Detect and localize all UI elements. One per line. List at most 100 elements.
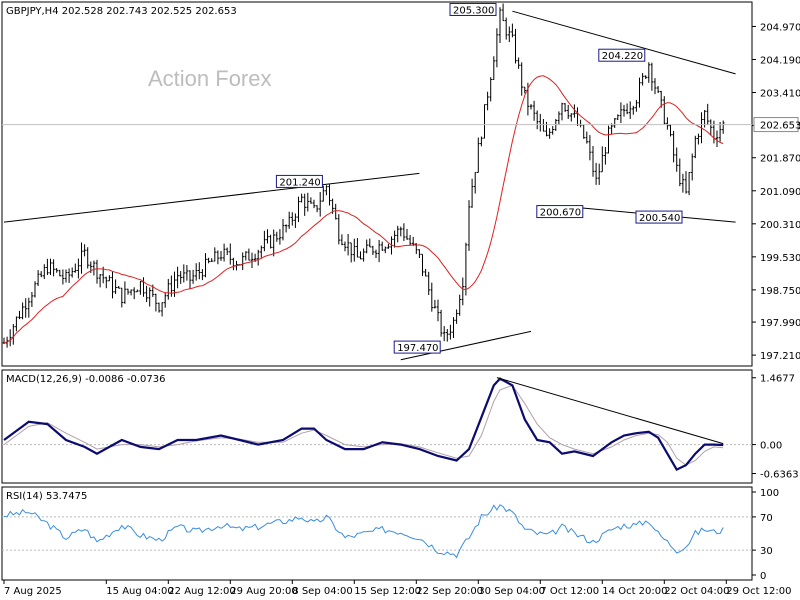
ohlc-bar: [117, 285, 120, 289]
ohlc-bar: [36, 270, 40, 286]
price-annotation: 200.540: [635, 210, 683, 224]
time-tick-label: 30 Sep 04:00: [478, 586, 545, 597]
ohlc-bar: [486, 91, 489, 111]
ohlc-bar: [306, 192, 310, 212]
ohlc-bar: [517, 57, 520, 69]
ohlc-bar: [126, 288, 130, 295]
ohlc-bar: [188, 270, 192, 290]
ohlc-bar: [467, 200, 471, 251]
ohlc-bar: [390, 236, 393, 255]
ohlc-bar: [529, 104, 533, 110]
ohlc-bar: [597, 163, 601, 185]
ohlc-bar: [92, 260, 96, 276]
ohlc-bar: [718, 121, 722, 142]
ohlc-bar: [114, 279, 117, 294]
ohlc-bar: [194, 263, 198, 281]
ohlc-bar: [129, 289, 133, 296]
current-price-box: [753, 117, 799, 133]
price-tick-label: 204.970: [760, 22, 800, 33]
ohlc-bar: [362, 248, 365, 262]
ohlc-bar: [86, 247, 89, 269]
ohlc-bar: [284, 224, 288, 233]
ohlc-bar: [625, 103, 629, 115]
ohlc-bar: [607, 125, 610, 154]
ohlc-bar: [176, 266, 179, 289]
ohlc-bar: [455, 309, 458, 324]
ohlc-bar: [672, 130, 675, 163]
ohlc-bar: [489, 77, 492, 102]
ohlc-bar: [95, 259, 99, 284]
ohlc-bar: [573, 104, 576, 118]
time-tick-label: 15 Sep 12:00: [354, 586, 421, 597]
ohlc-bar: [55, 268, 58, 273]
rsi-tick-label: 70: [760, 513, 773, 524]
ohlc-bar: [452, 317, 455, 339]
ohlc-bar: [108, 275, 111, 282]
ohlc-bar: [604, 146, 607, 165]
ohlc-bar: [244, 251, 248, 261]
ohlc-bar: [229, 243, 232, 265]
ohlc-bar: [198, 262, 201, 280]
macd-tick-label: 0.00: [760, 441, 782, 452]
price-tick-label: 198.750: [760, 286, 800, 297]
axis-layer: 204.970204.190203.410202.630201.870201.0…: [3, 22, 800, 597]
ohlc-bar: [483, 104, 486, 139]
ohlc-bar: [585, 131, 589, 144]
ohlc-bar: [58, 269, 62, 277]
ohlc-bar: [278, 229, 282, 245]
annotation-label: 200.670: [540, 208, 581, 219]
annotation-box: [598, 48, 646, 62]
ohlc-bar: [281, 218, 285, 241]
price-trendline: [512, 10, 736, 75]
rsi-layer: [2, 504, 752, 559]
ohlc-bar: [167, 278, 170, 300]
ohlc-bar: [154, 293, 158, 312]
ohlc-bar: [570, 113, 573, 122]
ohlc-bar: [563, 103, 567, 112]
ohlc-bar: [421, 253, 424, 277]
ohlc-bar: [256, 249, 260, 266]
ohlc-bar: [46, 258, 49, 276]
ohlc-bar: [669, 124, 672, 137]
ohlc-bar: [594, 162, 598, 185]
ohlc-bar: [30, 291, 34, 307]
ohlc-bar: [216, 250, 220, 265]
ohlc-bar: [446, 328, 449, 342]
annotation-box: [635, 210, 683, 224]
ohlc-bar: [64, 269, 68, 283]
ohlc-bar: [439, 309, 443, 337]
ohlc-bar: [461, 277, 465, 306]
ohlc-bar: [480, 136, 483, 147]
ohlc-bar: [83, 244, 86, 257]
ohlc-bar: [272, 229, 275, 257]
ohlc-bar: [287, 211, 291, 229]
current-price-label: 202.653: [760, 121, 800, 132]
ohlc-bar: [514, 28, 517, 64]
ohlc-bar: [380, 241, 384, 251]
price-tick-label: 197.990: [760, 318, 800, 329]
ohlc-bar: [681, 173, 685, 193]
ohlc-bar: [303, 193, 306, 216]
annotation-label: 197.470: [397, 343, 438, 354]
ohlc-bar: [548, 128, 551, 139]
macd-panel-frame: [1, 369, 753, 484]
ohlc-bar: [641, 73, 644, 86]
symbol-header: GBPJPY,H4 202.528 202.743 202.525 202.65…: [6, 6, 237, 17]
ohlc-bar: [70, 267, 74, 278]
macd-tick-label: 1.4677: [760, 374, 795, 385]
ohlc-bar: [659, 90, 663, 108]
ohlc-bar: [15, 316, 18, 332]
ohlc-bar: [508, 26, 511, 43]
ohlc-bar: [148, 287, 151, 307]
ohlc-bar: [442, 326, 446, 342]
ohlc-bar: [24, 298, 27, 318]
current-price-tag: 202.653: [753, 117, 800, 133]
ohlc-bar: [222, 243, 226, 262]
macd-layer: [2, 377, 752, 472]
price-tick-label: 199.530: [760, 253, 800, 264]
ohlc-bar: [495, 28, 499, 68]
ohlc-bar: [353, 238, 356, 262]
ohlc-bar: [706, 103, 709, 126]
annotation-box: [275, 174, 323, 188]
